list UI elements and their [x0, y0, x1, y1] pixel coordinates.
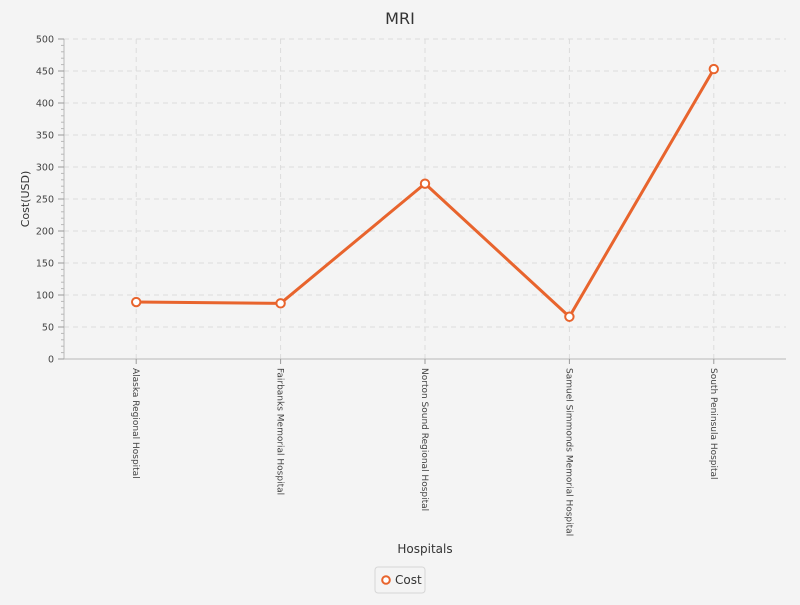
data-point[interactable] [419, 178, 431, 189]
legend-marker-cost [381, 575, 391, 585]
data-point[interactable] [131, 296, 142, 308]
y-tick-label: 200 [36, 227, 54, 238]
x-tick-label: Norton Sound Regional Hospital [419, 368, 429, 511]
y-tick-label: 250 [36, 195, 54, 206]
x-axis-label: Hospitals [397, 542, 452, 556]
data-point[interactable] [708, 63, 719, 75]
legend[interactable]: Cost [374, 566, 426, 594]
y-tick-label: 450 [36, 67, 54, 78]
series-layer [131, 63, 719, 322]
y-tick-label: 150 [36, 259, 54, 270]
y-tick-label: 300 [36, 163, 54, 174]
legend-frame [374, 566, 426, 594]
x-tick-label: Samuel Simmonds Memorial Hospital [563, 368, 573, 536]
y-axis-label: Cost(USD) [19, 171, 32, 228]
chart-title: MRI [385, 9, 415, 28]
y-tick-label: 100 [36, 291, 54, 302]
y-tick-label: 50 [42, 323, 54, 334]
data-point[interactable] [275, 298, 286, 309]
x-tick-label: South Peninsula Hospital [708, 368, 718, 480]
x-tick-label: Alaska Regional Hospital [130, 368, 140, 479]
x-tick-label: Fairbanks Memorial Hospital [275, 368, 285, 495]
axis-layer: 0 50 100 150 200 250 300 350 400 450 500 Alaska Reg… [36, 35, 786, 536]
legend-label-cost: Cost [395, 573, 422, 587]
y-tick-label: 0 [48, 355, 54, 366]
y-tick-label: 350 [36, 131, 54, 142]
data-point[interactable] [564, 311, 575, 322]
y-tick-label: 400 [36, 99, 54, 110]
grid-layer [64, 38, 786, 359]
y-tick-label: 500 [36, 35, 54, 46]
